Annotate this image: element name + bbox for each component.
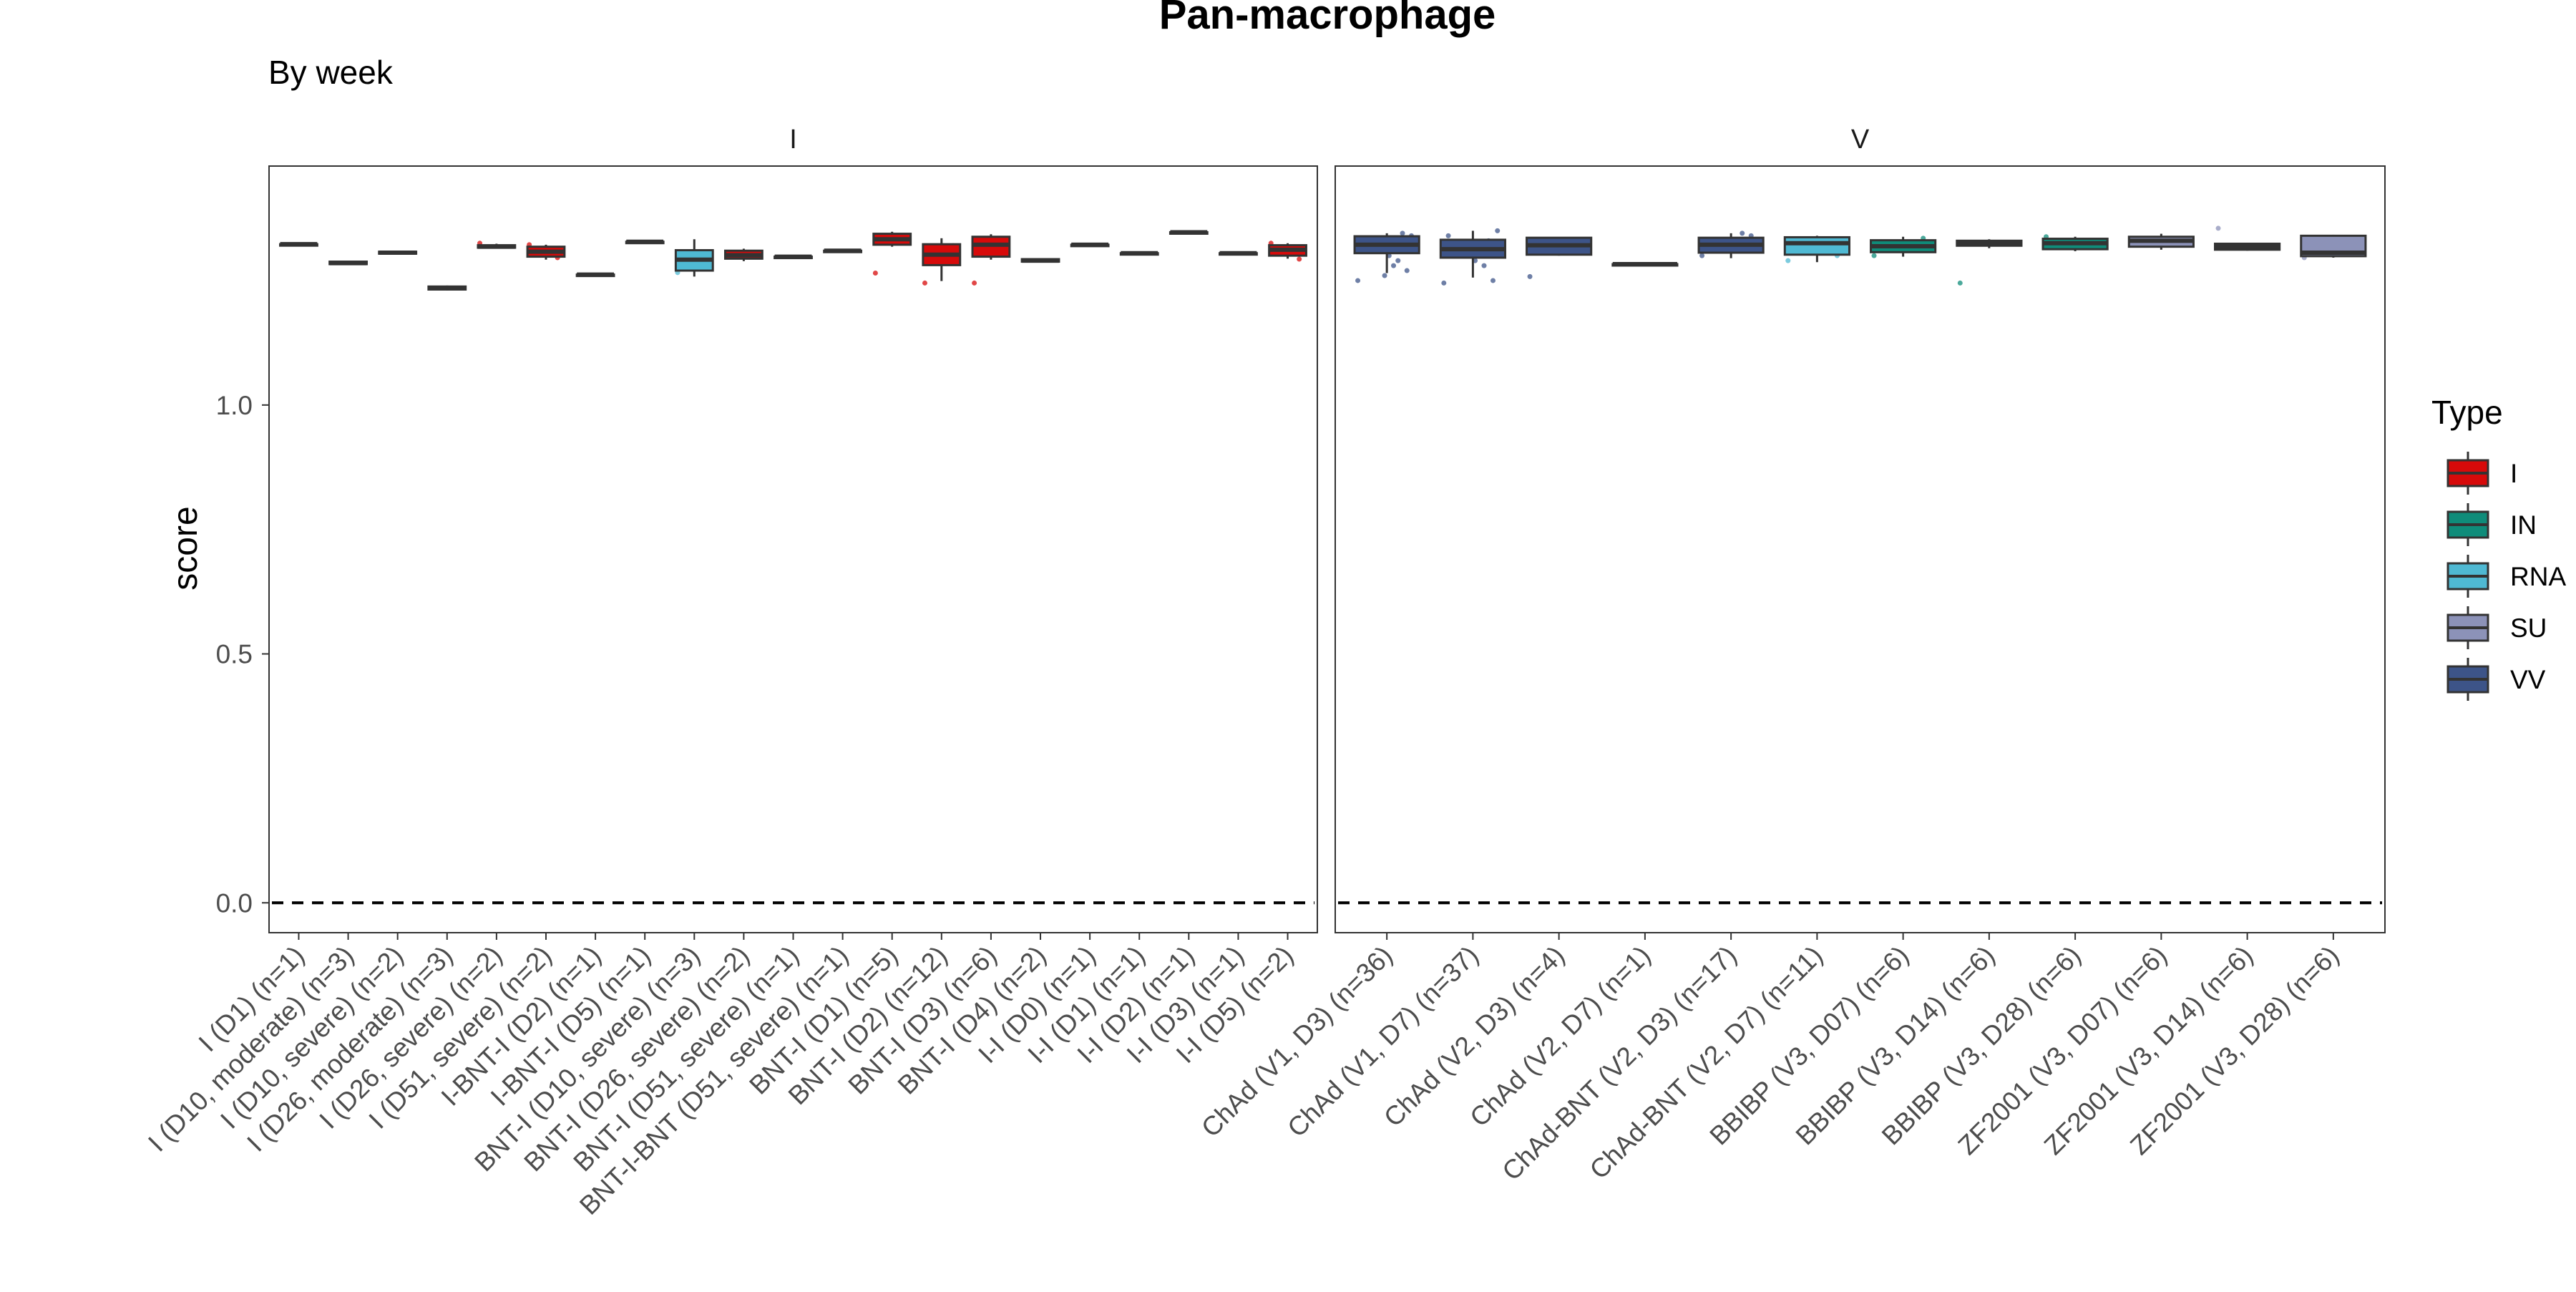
legend-item: VV bbox=[2446, 658, 2546, 701]
data-point bbox=[972, 280, 977, 286]
legend-item: RNA bbox=[2446, 555, 2566, 598]
panel-border bbox=[1335, 165, 2386, 933]
y-axis-label: score bbox=[167, 506, 205, 590]
data-point bbox=[1355, 278, 1361, 283]
legend: Type I IN RNA SU VV bbox=[2431, 394, 2566, 701]
data-point bbox=[1871, 253, 1877, 258]
legend-item-label: IN bbox=[2510, 510, 2537, 540]
y-tick-label: 1.0 bbox=[216, 391, 253, 420]
y-tick-label: 0.5 bbox=[216, 640, 253, 669]
data-point bbox=[1699, 253, 1705, 258]
panel-strip-label: V bbox=[1851, 125, 1870, 155]
legend-item-label: VV bbox=[2510, 665, 2546, 694]
data-point bbox=[1740, 230, 1745, 236]
legend-item-label: I bbox=[2510, 459, 2517, 488]
data-point bbox=[872, 271, 878, 276]
data-point bbox=[1400, 230, 1405, 236]
legend-item: I bbox=[2446, 452, 2517, 495]
data-point bbox=[1441, 280, 1447, 286]
panel-border bbox=[268, 165, 1318, 933]
data-point bbox=[1527, 273, 1533, 279]
data-point bbox=[1391, 263, 1397, 268]
data-point bbox=[1445, 233, 1451, 238]
data-point bbox=[1395, 258, 1401, 263]
data-point bbox=[922, 280, 927, 286]
data-point bbox=[1957, 280, 1963, 286]
data-point bbox=[1481, 263, 1487, 268]
data-point bbox=[1495, 228, 1501, 233]
data-point bbox=[1382, 273, 1387, 278]
chart-subtitle: By week bbox=[268, 54, 394, 91]
legend-item-label: SU bbox=[2510, 613, 2547, 643]
box bbox=[1783, 235, 1850, 256]
legend-title: Type bbox=[2431, 394, 2503, 431]
panel-strip-label: I bbox=[789, 125, 797, 155]
legend-item-label: RNA bbox=[2510, 562, 2566, 591]
legend-item: IN bbox=[2446, 503, 2537, 546]
data-point bbox=[1297, 256, 1302, 262]
data-point bbox=[1490, 278, 1496, 283]
legend-item: SU bbox=[2446, 606, 2547, 649]
data-point bbox=[1785, 258, 1791, 263]
data-point bbox=[2215, 225, 2221, 231]
data-point bbox=[1404, 268, 1410, 273]
chart-title: Pan-macrophage bbox=[1159, 0, 1496, 38]
y-tick-label: 0.0 bbox=[216, 888, 253, 918]
